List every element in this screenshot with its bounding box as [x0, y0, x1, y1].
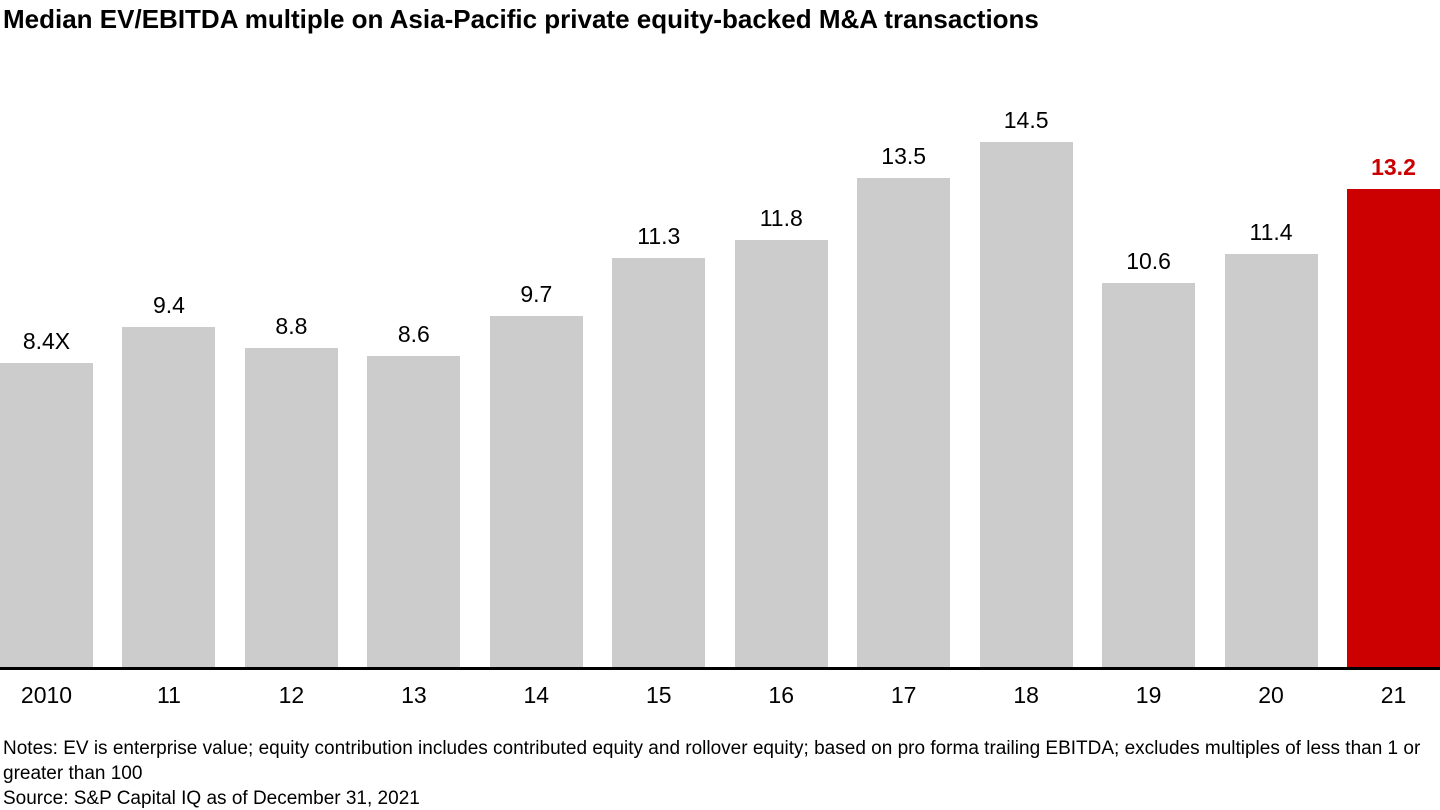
- x-axis-label: 14: [523, 682, 550, 708]
- bar-value-label: 9.7: [520, 281, 553, 307]
- bar: [367, 356, 461, 667]
- x-axis-label: 11: [157, 682, 181, 708]
- bar-value-label: 8.6: [397, 321, 430, 347]
- bar: [1224, 254, 1318, 667]
- bar: [0, 363, 93, 667]
- bar-value-label: 11.8: [759, 205, 803, 231]
- bar-column: 8.4X: [0, 327, 93, 667]
- x-axis-label: 2010: [20, 682, 73, 708]
- bar: [734, 240, 828, 667]
- x-axis-label: 19: [1135, 682, 1162, 708]
- bar-column: 9.7: [489, 280, 583, 667]
- bar-column: 13.2: [1346, 153, 1440, 667]
- source-text: Source: S&P Capital IQ as of December 31…: [3, 788, 420, 809]
- bar-column: 8.6: [367, 320, 461, 667]
- x-axis-label: 20: [1258, 682, 1284, 708]
- bar: [489, 316, 583, 667]
- bar-column: 10.6: [1102, 247, 1196, 667]
- bar: [979, 142, 1073, 667]
- bar: [612, 258, 706, 667]
- plot-area: 8.4X 9.4 8.8 8.6 9.7 11.3 11.8 13.5 14.5 10.6 11.4…: [0, 90, 1440, 670]
- bar-column: 13.5: [857, 142, 951, 667]
- bar-value-label: 14.5: [1003, 107, 1049, 133]
- bar-value-label: 10.6: [1126, 248, 1171, 274]
- bar-value-label: 13.2: [1371, 154, 1416, 180]
- bar-column: 11.4: [1224, 218, 1318, 667]
- bar-column: 11.3: [612, 222, 706, 667]
- bar-highlighted: [1346, 189, 1440, 667]
- bar-value-label: 8.8: [275, 313, 308, 339]
- bar-column: 8.8: [244, 312, 338, 667]
- bar-value-label: 8.4X: [22, 328, 71, 354]
- x-axis-label: 15: [645, 682, 672, 708]
- bar: [244, 348, 338, 667]
- x-axis-label: 12: [278, 682, 305, 708]
- bar-value-label: 13.5: [881, 143, 927, 169]
- x-axis-label: 17: [890, 682, 917, 708]
- footnotes: Notes: EV is enterprise value; equity co…: [3, 736, 1435, 810]
- chart-title: Median EV/EBITDA multiple on Asia-Pacifi…: [3, 4, 1039, 34]
- x-axis-label: 18: [1013, 682, 1039, 708]
- bar: [857, 178, 951, 667]
- bar-column: 11.8: [734, 204, 828, 667]
- x-axis-label: 21: [1380, 682, 1407, 708]
- bar-value-label: 11.4: [1249, 219, 1293, 245]
- bar-value-label: 9.4: [152, 292, 185, 318]
- bar-column: 9.4: [122, 291, 216, 667]
- bar: [122, 327, 216, 667]
- x-axis-label: 16: [768, 682, 795, 708]
- x-axis-label: 13: [401, 682, 427, 708]
- bar-column: 14.5: [979, 106, 1073, 667]
- bar-chart: 8.4X 9.4 8.8 8.6 9.7 11.3 11.8 13.5 14.5 10.6 11.4…: [0, 90, 1440, 708]
- bar-value-label: 11.3: [637, 223, 681, 249]
- x-axis: 2010 11 12 13 14 15 16 17 18 19 20 21: [0, 682, 1440, 708]
- notes-text: Notes: EV is enterprise value; equity co…: [3, 738, 1421, 784]
- bar: [1102, 283, 1196, 667]
